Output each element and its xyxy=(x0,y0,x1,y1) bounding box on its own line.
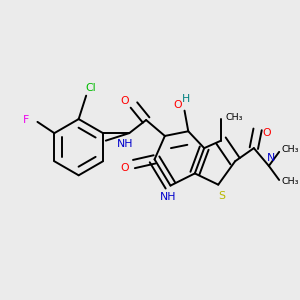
Text: S: S xyxy=(218,191,226,201)
Text: CH₃: CH₃ xyxy=(282,177,299,186)
Text: O: O xyxy=(120,163,129,173)
Text: H: H xyxy=(182,94,190,104)
Text: O: O xyxy=(120,96,129,106)
Text: Cl: Cl xyxy=(85,83,96,93)
Text: N: N xyxy=(267,153,275,164)
Text: NH: NH xyxy=(117,140,134,149)
Text: O: O xyxy=(263,128,271,138)
Text: O: O xyxy=(174,100,182,110)
Text: F: F xyxy=(23,115,29,125)
Text: CH₃: CH₃ xyxy=(282,146,299,154)
Text: NH: NH xyxy=(160,192,177,202)
Text: CH₃: CH₃ xyxy=(225,113,243,122)
